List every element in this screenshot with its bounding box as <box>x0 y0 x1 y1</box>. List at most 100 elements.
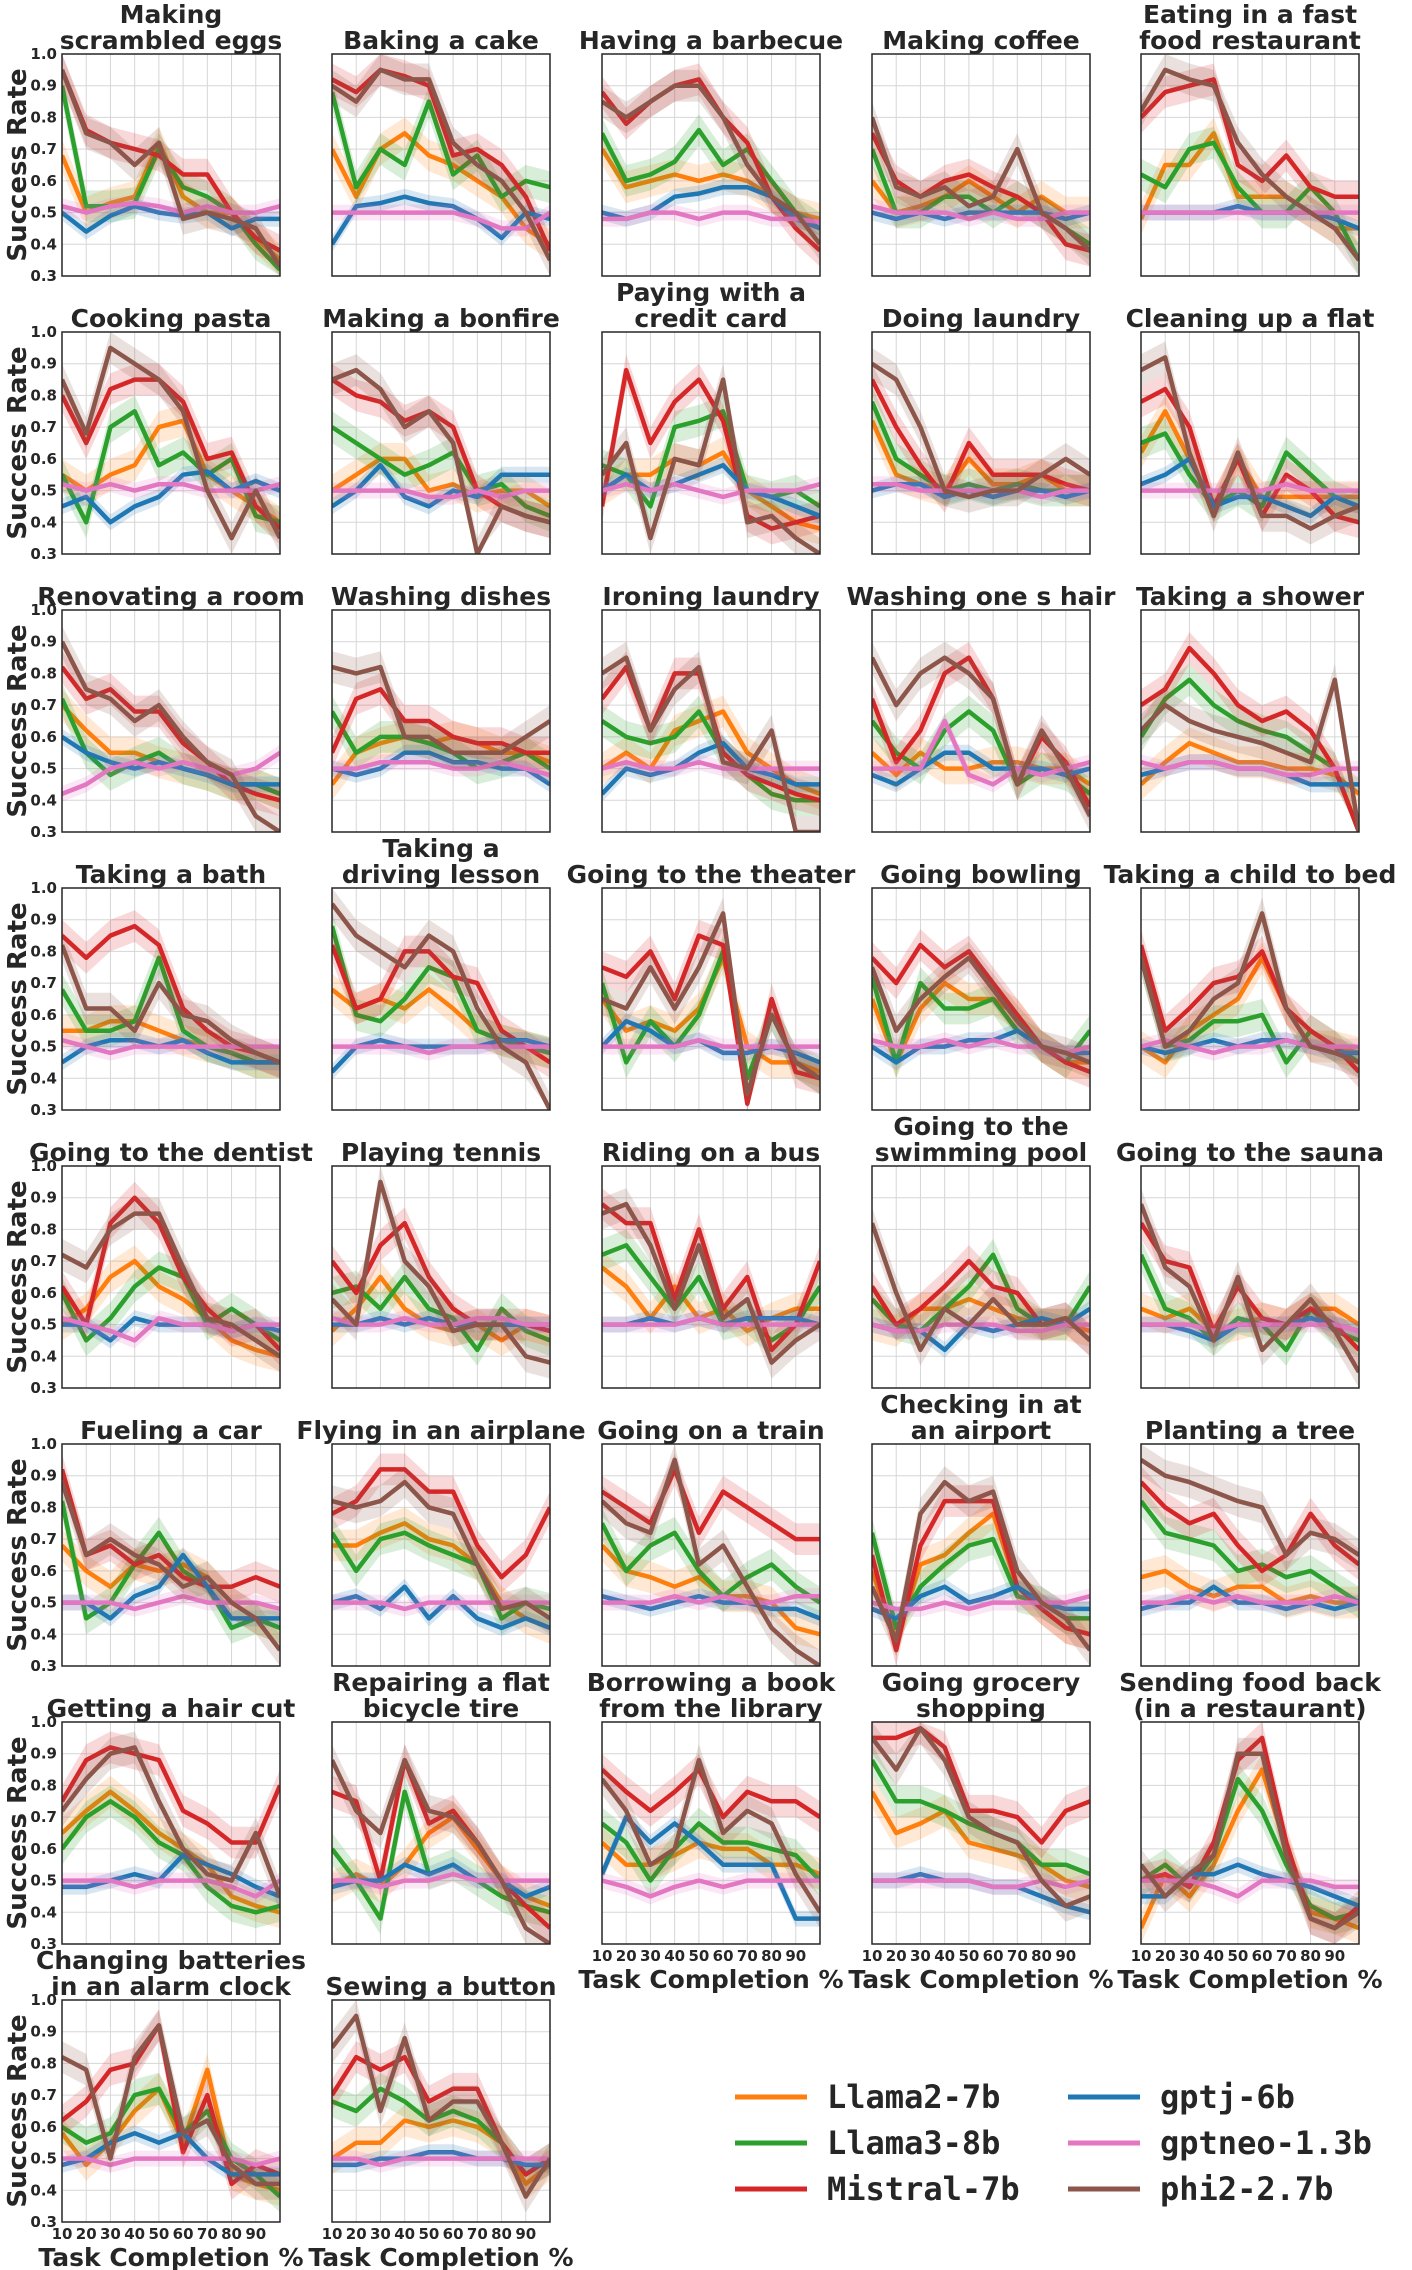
y-tick-label: 0.3 <box>30 267 57 285</box>
series-group <box>872 1722 1090 1922</box>
series-line <box>332 734 550 786</box>
series-line <box>1141 67 1359 262</box>
panel-title: Washing dishes <box>331 582 551 611</box>
y-tick-label: 0.9 <box>30 633 57 651</box>
y-tick-label: 0.4 <box>30 791 57 809</box>
series-line <box>62 1799 280 1915</box>
series-group <box>1141 54 1359 276</box>
x-tick-label: 60 <box>983 1947 1004 1965</box>
panel: Fueling a car 1.0 0.9 0.8 0.7 0.6 0.5 0.4 0.3 Suc… <box>3 1416 281 1675</box>
series-line <box>332 2156 550 2168</box>
panel-title: Taking a shower <box>1136 582 1365 611</box>
y-tick-label: 0.6 <box>30 1006 57 1024</box>
panel: Making coffee <box>871 26 1091 277</box>
confidence-band <box>332 354 550 554</box>
series-group <box>62 2009 280 2213</box>
confidence-band <box>62 1785 280 1929</box>
x-tick-label: 70 <box>1007 1947 1028 1965</box>
series-line <box>62 200 280 215</box>
confidence-band <box>332 2000 550 2213</box>
series-group <box>1141 897 1359 1088</box>
series-line <box>1141 1751 1359 1931</box>
x-tick-label: 60 <box>443 2225 464 2243</box>
x-tick-label: 20 <box>886 1947 907 1965</box>
series-line <box>62 750 280 796</box>
panel-title: Making a bonfire <box>322 304 560 333</box>
confidence-band <box>62 69 280 276</box>
y-tick-label: 1.0 <box>30 1157 57 1175</box>
y-tick-label: 0.4 <box>30 1903 57 1921</box>
y-tick-label: 0.9 <box>30 1467 57 1485</box>
confidence-band <box>1141 1188 1359 1388</box>
series-line <box>872 400 1090 493</box>
x-tick-label: 10 <box>322 2225 343 2243</box>
series-group <box>62 1731 280 1929</box>
series-line <box>872 1726 1090 1909</box>
confidence-band <box>1141 1722 1359 1944</box>
series-line <box>332 902 550 1110</box>
series-group <box>872 101 1090 267</box>
x-tick-label: 80 <box>1300 1947 1321 1965</box>
x-tick-label: 40 <box>394 2225 415 2243</box>
panel: Riding on a bus <box>601 1138 821 1389</box>
x-tick-label: 80 <box>1031 1947 1052 1965</box>
series-line <box>602 450 820 531</box>
panel-title: Going bowling <box>880 860 1082 889</box>
confidence-band <box>872 1316 1090 1339</box>
y-tick-label: 0.6 <box>30 1284 57 1302</box>
panel-title: Making <box>120 0 223 29</box>
series-line <box>872 1479 1090 1652</box>
panel-frame <box>331 1443 551 1667</box>
panel-title: Going grocery <box>882 1668 1080 1697</box>
x-tick-label: 70 <box>1276 1947 1297 1965</box>
y-tick-label: 0.6 <box>30 172 57 190</box>
x-axis-label: Task Completion % <box>308 2243 573 2270</box>
series-line <box>872 361 1090 500</box>
x-tick-label: 50 <box>148 2225 169 2243</box>
series-group <box>332 888 550 1110</box>
series-line <box>332 1315 550 1327</box>
series-line <box>1141 645 1359 832</box>
panel-title: Sewing a button <box>325 1972 556 2001</box>
y-tick-label: 0.4 <box>30 1347 57 1365</box>
series-line <box>62 640 280 832</box>
panel: Ironing laundry <box>601 582 821 833</box>
confidence-band <box>332 910 550 1069</box>
series-line <box>1141 1480 1359 1574</box>
y-tick-label: 0.9 <box>30 355 57 373</box>
legend-label: Llama2-7b <box>827 2078 1000 2116</box>
series-line <box>332 67 550 262</box>
series-line <box>1141 1322 1359 1334</box>
series-line <box>872 132 1090 253</box>
y-tick-label: 0.6 <box>30 1562 57 1580</box>
confidence-band <box>332 2150 550 2173</box>
y-tick-label: 1.0 <box>30 45 57 63</box>
series-line <box>602 655 820 832</box>
y-tick-label: 0.9 <box>30 77 57 95</box>
panel-title: shopping <box>916 1694 1046 1723</box>
series-line <box>872 419 1090 493</box>
confidence-band <box>332 1856 550 1905</box>
legend-item: phi2-2.7b <box>1068 2170 1333 2208</box>
series-line <box>62 481 280 493</box>
confidence-band <box>602 69 820 261</box>
panel-title: Going to the theater <box>567 860 856 889</box>
series-group <box>62 625 280 832</box>
series-line <box>332 1530 550 1621</box>
series-line <box>602 1315 820 1327</box>
series-group <box>1141 1444 1359 1619</box>
series-group <box>602 63 820 267</box>
panel-title: Getting a hair cut <box>47 1694 296 1723</box>
panel-title: Changing batteries <box>36 1946 306 1975</box>
confidence-band <box>1141 63 1359 213</box>
panel-title: food restaurant <box>1139 26 1361 55</box>
y-axis-label: Success Rate <box>3 902 33 1095</box>
confidence-band <box>872 347 1090 513</box>
panel: Making a bonfire <box>322 304 560 555</box>
panel-frame <box>601 331 821 555</box>
confidence-band <box>602 1453 820 1555</box>
series-line <box>1141 481 1359 493</box>
panel-title: driving lesson <box>342 860 540 889</box>
